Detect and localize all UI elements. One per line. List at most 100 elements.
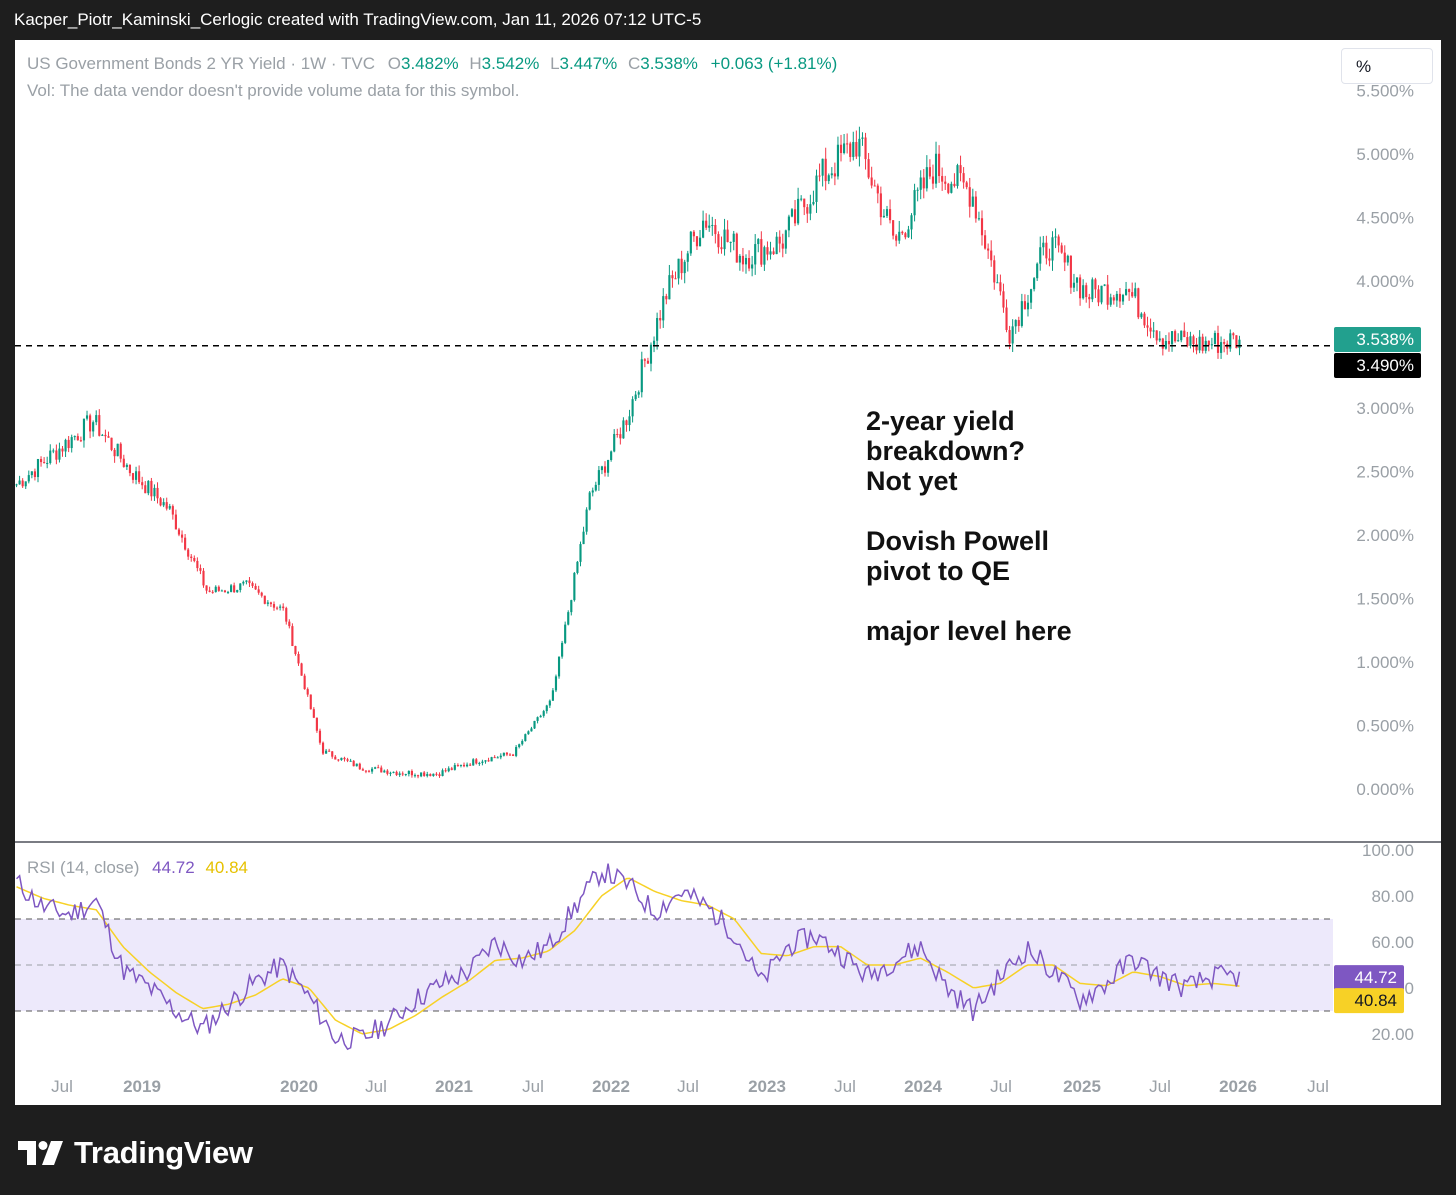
tradingview-logo[interactable]: TradingView: [18, 1128, 253, 1178]
candle-body: [892, 220, 895, 236]
candle-body: [726, 229, 729, 243]
rsi-name[interactable]: RSI (14, close): [27, 858, 140, 877]
candle-body: [306, 689, 309, 695]
candle-body: [999, 282, 1002, 292]
candle-body: [260, 592, 263, 596]
candle-body: [913, 190, 916, 216]
candle-body: [343, 757, 346, 760]
symbol-name[interactable]: US Government Bonds 2 YR Yield · 1W · TV…: [27, 54, 376, 73]
candle-body: [416, 775, 420, 777]
rsi-line: [16, 863, 1241, 1051]
candle-body: [542, 711, 545, 716]
candle-body: [141, 482, 144, 486]
candle-body: [564, 624, 567, 643]
candle-body: [554, 676, 558, 691]
candle-body: [1164, 340, 1167, 349]
candle-body: [389, 772, 392, 774]
candle-body: [628, 416, 631, 426]
candle-body: [983, 235, 987, 249]
candle-body: [92, 422, 95, 432]
close-value: 3.538%: [640, 54, 698, 73]
candle-body: [619, 434, 622, 439]
candle-body: [864, 137, 867, 160]
candle-body: [236, 590, 239, 593]
candle-body: [36, 459, 40, 478]
candle-body: [561, 642, 564, 657]
candle-body: [275, 607, 279, 609]
price-tick-label: 2.000%: [1356, 526, 1414, 545]
rsi-ma-badge-text: 40.84: [1354, 991, 1397, 1010]
candle-body: [824, 158, 827, 182]
candle-body: [79, 440, 82, 442]
brand-name: TradingView: [74, 1135, 253, 1170]
candle-body: [971, 196, 974, 207]
candles-layer: [15, 126, 1241, 779]
candle-body: [1045, 242, 1048, 259]
candle-body: [729, 241, 732, 243]
time-tick-label: 2025: [1063, 1077, 1101, 1096]
candle-body: [885, 209, 889, 216]
candle-body: [413, 775, 417, 777]
rsi-legend: RSI (14, close) 44.72 40.84: [27, 858, 248, 878]
candle-body: [407, 770, 410, 775]
candle-body: [695, 236, 699, 247]
annotation-line: pivot to QE: [866, 556, 1010, 586]
candle-body: [285, 608, 288, 622]
candle-body: [24, 481, 27, 487]
candle-body: [723, 229, 726, 250]
candle-body: [383, 770, 386, 773]
candle-body: [1082, 285, 1085, 299]
time-tick-label: Jul: [1307, 1077, 1329, 1096]
candle-body: [355, 763, 358, 767]
candle-body: [144, 485, 147, 494]
candle-body: [812, 201, 815, 205]
candle-body: [128, 464, 132, 474]
candle-body: [527, 731, 530, 735]
candle-body: [895, 235, 898, 241]
candle-body: [398, 773, 401, 775]
rsi-value-badge-text: 44.72: [1354, 968, 1397, 987]
candle-body: [974, 196, 977, 219]
candle-body: [1134, 288, 1137, 297]
candle-body: [1170, 331, 1174, 345]
candle-body: [567, 612, 570, 625]
price-tick-label: 1.000%: [1356, 653, 1414, 672]
candle-body: [659, 318, 662, 321]
time-tick-label: 2020: [280, 1077, 318, 1096]
unit-toggle-button[interactable]: %: [1341, 48, 1433, 84]
candle-body: [1155, 330, 1158, 341]
candle-body: [453, 765, 456, 770]
candle-body: [27, 475, 30, 482]
candle-body: [545, 705, 548, 712]
candle-body: [996, 282, 999, 284]
candle-body: [184, 537, 187, 550]
candle-body: [116, 443, 119, 457]
candle-body: [1075, 277, 1079, 283]
candle-body: [1201, 336, 1204, 351]
candle-body: [318, 730, 322, 743]
candle-body: [594, 484, 597, 491]
candle-body: [573, 572, 576, 601]
chart-svg[interactable]: 0.000% 0.500% 1.000% 1.500% 2.000% 2.500% 3.00…: [15, 40, 1441, 1105]
candle-body: [858, 138, 861, 157]
low-value: 3.447%: [559, 54, 618, 73]
candle-body: [315, 717, 318, 731]
candle-body: [466, 764, 469, 767]
candle-body: [52, 450, 55, 452]
candle-body: [987, 248, 990, 251]
candle-body: [49, 450, 52, 464]
candle-body: [793, 209, 797, 224]
candle-body: [435, 773, 438, 775]
time-tick-label: 2024: [904, 1077, 942, 1096]
candle-body: [898, 231, 901, 241]
candle-body: [692, 231, 695, 237]
candle-body: [879, 193, 882, 218]
candle-body: [340, 757, 343, 761]
candle-body: [839, 144, 843, 154]
candle-body: [1026, 302, 1030, 310]
time-tick-label: Jul: [990, 1077, 1012, 1096]
candle-body: [1158, 338, 1161, 341]
candle-body: [738, 255, 741, 263]
candle-body: [579, 544, 582, 562]
candle-body: [686, 253, 689, 262]
